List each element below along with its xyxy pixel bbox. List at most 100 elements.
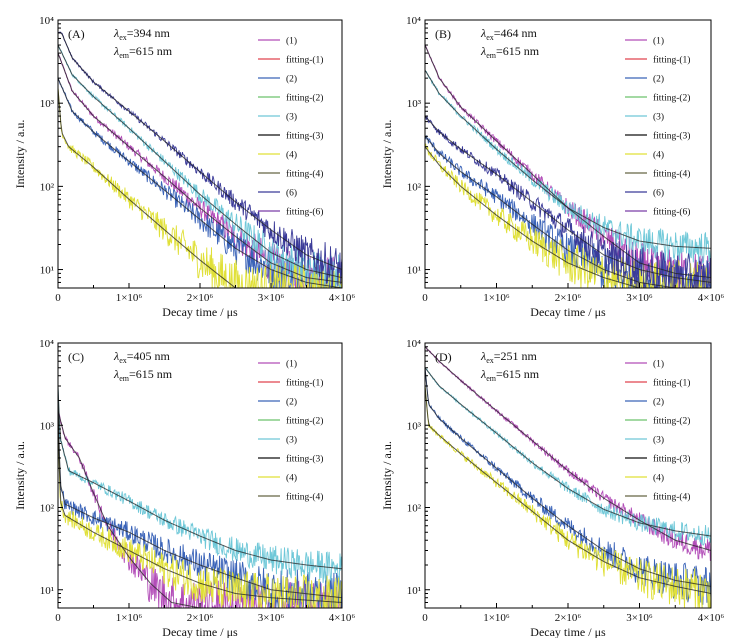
legend-entry: fitting-(1) [286,55,323,66]
panel-a: 10¹ 10² 10³ 10⁴ 0 1×10⁶ 2×10⁶ 3×10⁶ 4×10⁶ Decay t… [13,15,355,319]
series-2 [58,76,342,288]
legend-entry: (3) [653,435,664,446]
legend-entry: (6) [653,188,664,199]
x-tick-label: 2×10⁶ [555,612,582,624]
panel-label: (A) [68,27,85,41]
legend-entry: fitting-(6) [653,207,690,218]
plot-area [425,346,711,608]
y-tick-label: 10¹ [40,585,54,597]
legend-entry: (3) [286,112,297,123]
legend-entry: (6) [286,188,297,199]
legend-entry: fitting-(3) [286,454,323,465]
y-tick-label: 10¹ [407,265,421,277]
x-tick-label: 0 [55,612,61,624]
panel-b: 10¹ 10² 10³ 10⁴ 0 1×10⁶ 2×10⁶ 3×10⁶ 4×10⁶ Decay t… [380,15,724,319]
fit-line-3 [58,44,342,279]
legend-entry: (1) [653,359,664,370]
emission-annotation: λem=615 nm [480,367,540,383]
fit-line-2 [58,77,342,288]
y-axis-label: Intensity / a.u. [380,441,394,510]
series-4 [425,143,711,288]
legend-entry: fitting-(2) [653,93,690,104]
y-tick-label: 10² [40,181,55,193]
legend-entry: fitting-(3) [286,131,323,142]
fit-line-3 [58,385,342,570]
fit-line-3 [425,69,711,249]
legend-entry: (2) [286,74,297,85]
y-axis-label: Intensity / a.u. [13,441,27,510]
legend-entry: (2) [653,397,664,408]
panel-d: 10¹ 10² 10³ 10⁴ 0 1×10⁶ 2×10⁶ 3×10⁶ 4×10⁶ Decay t… [380,338,724,639]
legend-entry: (2) [286,397,297,408]
excitation-annotation: λex=394 nm [113,26,171,42]
legend: (1) fitting-(1) (2) fitting-(2) (3) fitting-(… [258,36,323,218]
excitation-annotation: λex=405 nm [113,349,171,365]
excitation-annotation: λex=251 nm [480,349,538,365]
legend-entry: fitting-(2) [286,93,323,104]
legend-entry: (4) [653,150,664,161]
x-tick-label: 1×10⁶ [116,612,143,624]
legend-entry: (4) [286,473,297,484]
legend-entry: fitting-(1) [653,378,690,389]
series-4 [58,87,342,288]
fit-line-4 [425,385,711,595]
y-tick-label: 10² [40,503,55,515]
plot-area [58,385,342,608]
series-6 [58,31,342,288]
legend-entry: (4) [286,150,297,161]
legend-entry: fitting-(4) [286,492,323,503]
plot-area [58,31,342,288]
series-3 [425,70,711,265]
y-tick-label: 10² [407,503,422,515]
legend-entry: fitting-(2) [653,416,690,427]
x-tick-label: 4×10⁶ [329,292,356,304]
fit-line-3 [425,367,711,537]
fit-line-6 [425,115,711,283]
x-tick-label: 4×10⁶ [329,612,356,624]
legend: (1) fitting-(1) (2) fitting-(2) (3) fitting-(… [625,359,690,503]
x-tick-label: 1×10⁶ [116,292,143,304]
plot-area [425,43,711,288]
excitation-annotation: λex=464 nm [480,26,538,42]
panel-label: (D) [435,350,452,364]
panel-label: (B) [435,27,451,41]
y-tick-label: 10² [407,181,422,193]
legend-entry: fitting-(3) [653,454,690,465]
panel-label: (C) [68,350,84,364]
y-tick-label: 10³ [407,420,422,432]
x-axis-label: Decay time / μs [162,625,238,638]
emission-annotation: λem=615 nm [113,367,173,383]
legend-entry: (4) [653,473,664,484]
x-axis-label: Decay time / μs [530,625,606,638]
x-axis-label: Decay time / μs [530,305,606,319]
fit-line-2 [425,135,711,288]
fit-line-4 [425,146,711,288]
y-tick-label: 10³ [407,98,422,110]
fit-line-2 [58,400,342,599]
y-tick-label: 10¹ [40,265,54,277]
legend-entry: fitting-(4) [286,169,323,180]
legend-entry: (3) [286,435,297,446]
y-axis-label: Intensity / a.u. [380,120,394,189]
y-tick-label: 10⁴ [39,338,54,350]
x-tick-label: 3×10⁶ [258,612,285,624]
fit-line-4 [58,410,342,603]
x-tick-label: 2×10⁶ [187,612,214,624]
legend-entry: (2) [653,74,664,85]
legend: (1) fitting-(1) (2) fitting-(2) (3) fitting-(… [258,359,323,503]
fit-line-6 [58,32,342,271]
y-axis-label: Intensity / a.u. [13,120,27,189]
x-tick-label: 1×10⁶ [483,612,510,624]
x-axis-label: Decay time / μs [162,305,238,319]
legend-entry: (1) [286,359,297,370]
panel-c: 10¹ 10² 10³ 10⁴ 0 1×10⁶ 2×10⁶ 3×10⁶ 4×10⁶ Decay t… [13,338,356,639]
legend: (1) fitting-(1) (2) fitting-(2) (3) fitting-(… [625,36,690,218]
fit-line-4 [58,88,342,288]
legend-entry: (3) [653,112,664,123]
series-2 [425,367,711,608]
legend-entry: fitting-(4) [653,169,690,180]
y-tick-label: 10³ [40,420,55,432]
fit-line-2 [425,367,711,587]
